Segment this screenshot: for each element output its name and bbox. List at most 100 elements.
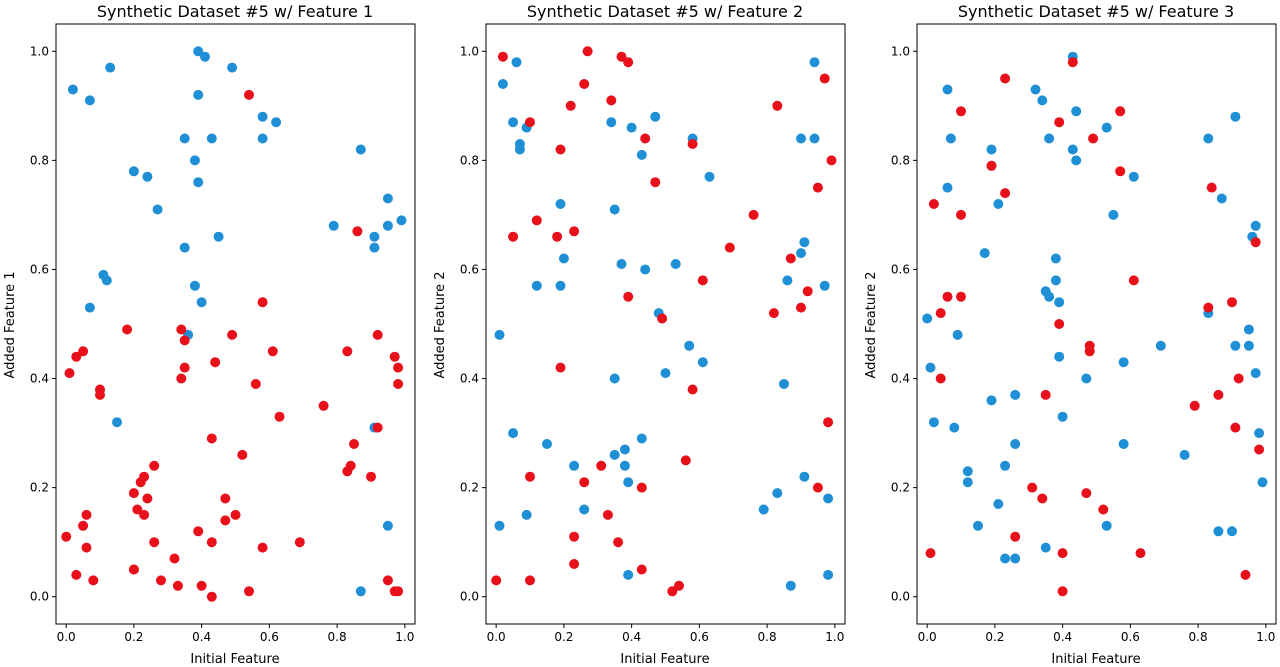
subplot-2-point [569,226,580,237]
subplot-2-xtick-label: 1.0 [825,630,844,644]
subplot-1-point [210,357,221,368]
subplot-2-point [809,57,820,68]
subplot-3-point [949,422,960,433]
subplot-3-ylabel: Added Feature 2 [864,271,879,378]
subplot-1-point [193,89,204,100]
subplot-2-point [514,144,525,155]
subplot-3-point [956,291,966,302]
subplot-1-point [206,133,217,144]
subplot-2-point [555,362,566,373]
subplot-3-point [1081,488,1092,499]
subplot-3-point [1098,504,1109,515]
subplot-3-point [1044,291,1055,302]
subplot-2-point [636,433,647,444]
subplot-3-point [1250,220,1261,231]
subplot-3-point [1227,526,1237,537]
subplot-3-point [1128,171,1139,182]
subplot-3-point [942,84,953,95]
subplot-1-point [122,324,133,335]
subplot-3-point [1010,531,1021,542]
subplot-2-point [636,149,647,160]
subplot-2-point [525,471,535,482]
subplot-3-point [1108,209,1119,220]
subplot-2-point [704,171,715,182]
subplot-1-point [149,537,160,548]
subplot-1-point [355,586,366,597]
subplot-3-point [1067,144,1078,155]
subplot-2-point [724,242,735,253]
subplot-1-point [179,335,190,346]
subplot-1-point [196,580,207,591]
subplot-2-point [650,111,661,122]
subplot-1-point [396,215,407,226]
subplot-2-point [687,139,698,149]
subplot-3-point [1254,444,1265,455]
subplot-2-point [823,493,834,504]
subplot-1-point [206,433,217,444]
subplot-1-point [78,520,89,531]
subplot-2-point [802,286,813,297]
subplot-3-point [952,329,963,340]
subplot-2-point [521,509,532,520]
subplot-2-point [602,509,613,520]
subplot-2-point [623,57,634,68]
subplot-3-point [1216,193,1227,204]
subplot-3-point [1057,411,1068,422]
subplot-1-point [101,275,112,286]
subplot-1-point [328,220,339,231]
subplot-2-point [819,280,830,291]
subplot-3-ytick-label: 0.4 [891,372,910,386]
subplot-2-point [768,308,779,319]
subplot-1-point [128,488,139,499]
subplot-2-xtick-label: 0.6 [690,630,709,644]
subplot-3-point [942,182,953,193]
subplot-1-point [95,389,105,400]
subplot-3-point [1057,586,1068,597]
subplot-1-xtick-label: 0.0 [57,630,76,644]
subplot-2-point [558,253,569,264]
subplot-3-point [1037,95,1048,106]
subplot-3-point [973,520,983,531]
subplot-3-point [922,313,933,324]
subplot-1-point [220,515,231,526]
subplot-2-point [525,117,535,128]
subplot-1-point [366,471,376,482]
subplot-3-ytick-label: 0.2 [891,481,910,495]
subplot-1-point [142,171,153,182]
subplot-1-xlabel: Initial Feature [190,652,279,667]
subplot-2-point [508,428,519,439]
subplot-2-point [650,177,661,188]
subplot-1-point [220,493,231,504]
subplot-2-point [636,564,647,575]
subplot-3-point [925,548,936,559]
subplot-2-point [799,237,810,248]
subplot-3-point [1000,460,1011,471]
subplot-3-point [1257,477,1268,488]
subplot-2-point [623,477,634,488]
subplot-2-point [636,482,647,493]
subplot-2-xtick-label: 0.0 [487,630,506,644]
subplot-1-point [84,95,95,106]
subplot-2-point [511,57,522,68]
subplot-1-point [355,144,366,155]
subplot-3-ytick-label: 1.0 [891,44,910,58]
subplot-1-point [257,111,268,122]
subplot-3-point [942,291,953,302]
subplot-2-point [785,580,796,591]
subplot-2-point [640,264,651,275]
subplot-2-point [667,586,678,597]
subplot-2-point [812,482,823,493]
subplot-2-point [758,504,769,515]
subplot-3-point [1135,548,1146,559]
subplot-1-point [193,46,204,57]
subplot-2-point [674,580,684,591]
subplot-2-point [606,95,617,106]
subplot-2-xtick-label: 0.2 [554,630,573,644]
subplot-1-point [237,449,248,460]
subplot-1-point [61,531,72,542]
subplot-1-point [369,231,380,242]
subplot-3-point [956,106,966,117]
subplot-1-point [382,520,393,531]
subplot-3-point [1010,439,1021,449]
subplot-2-point [569,559,580,569]
